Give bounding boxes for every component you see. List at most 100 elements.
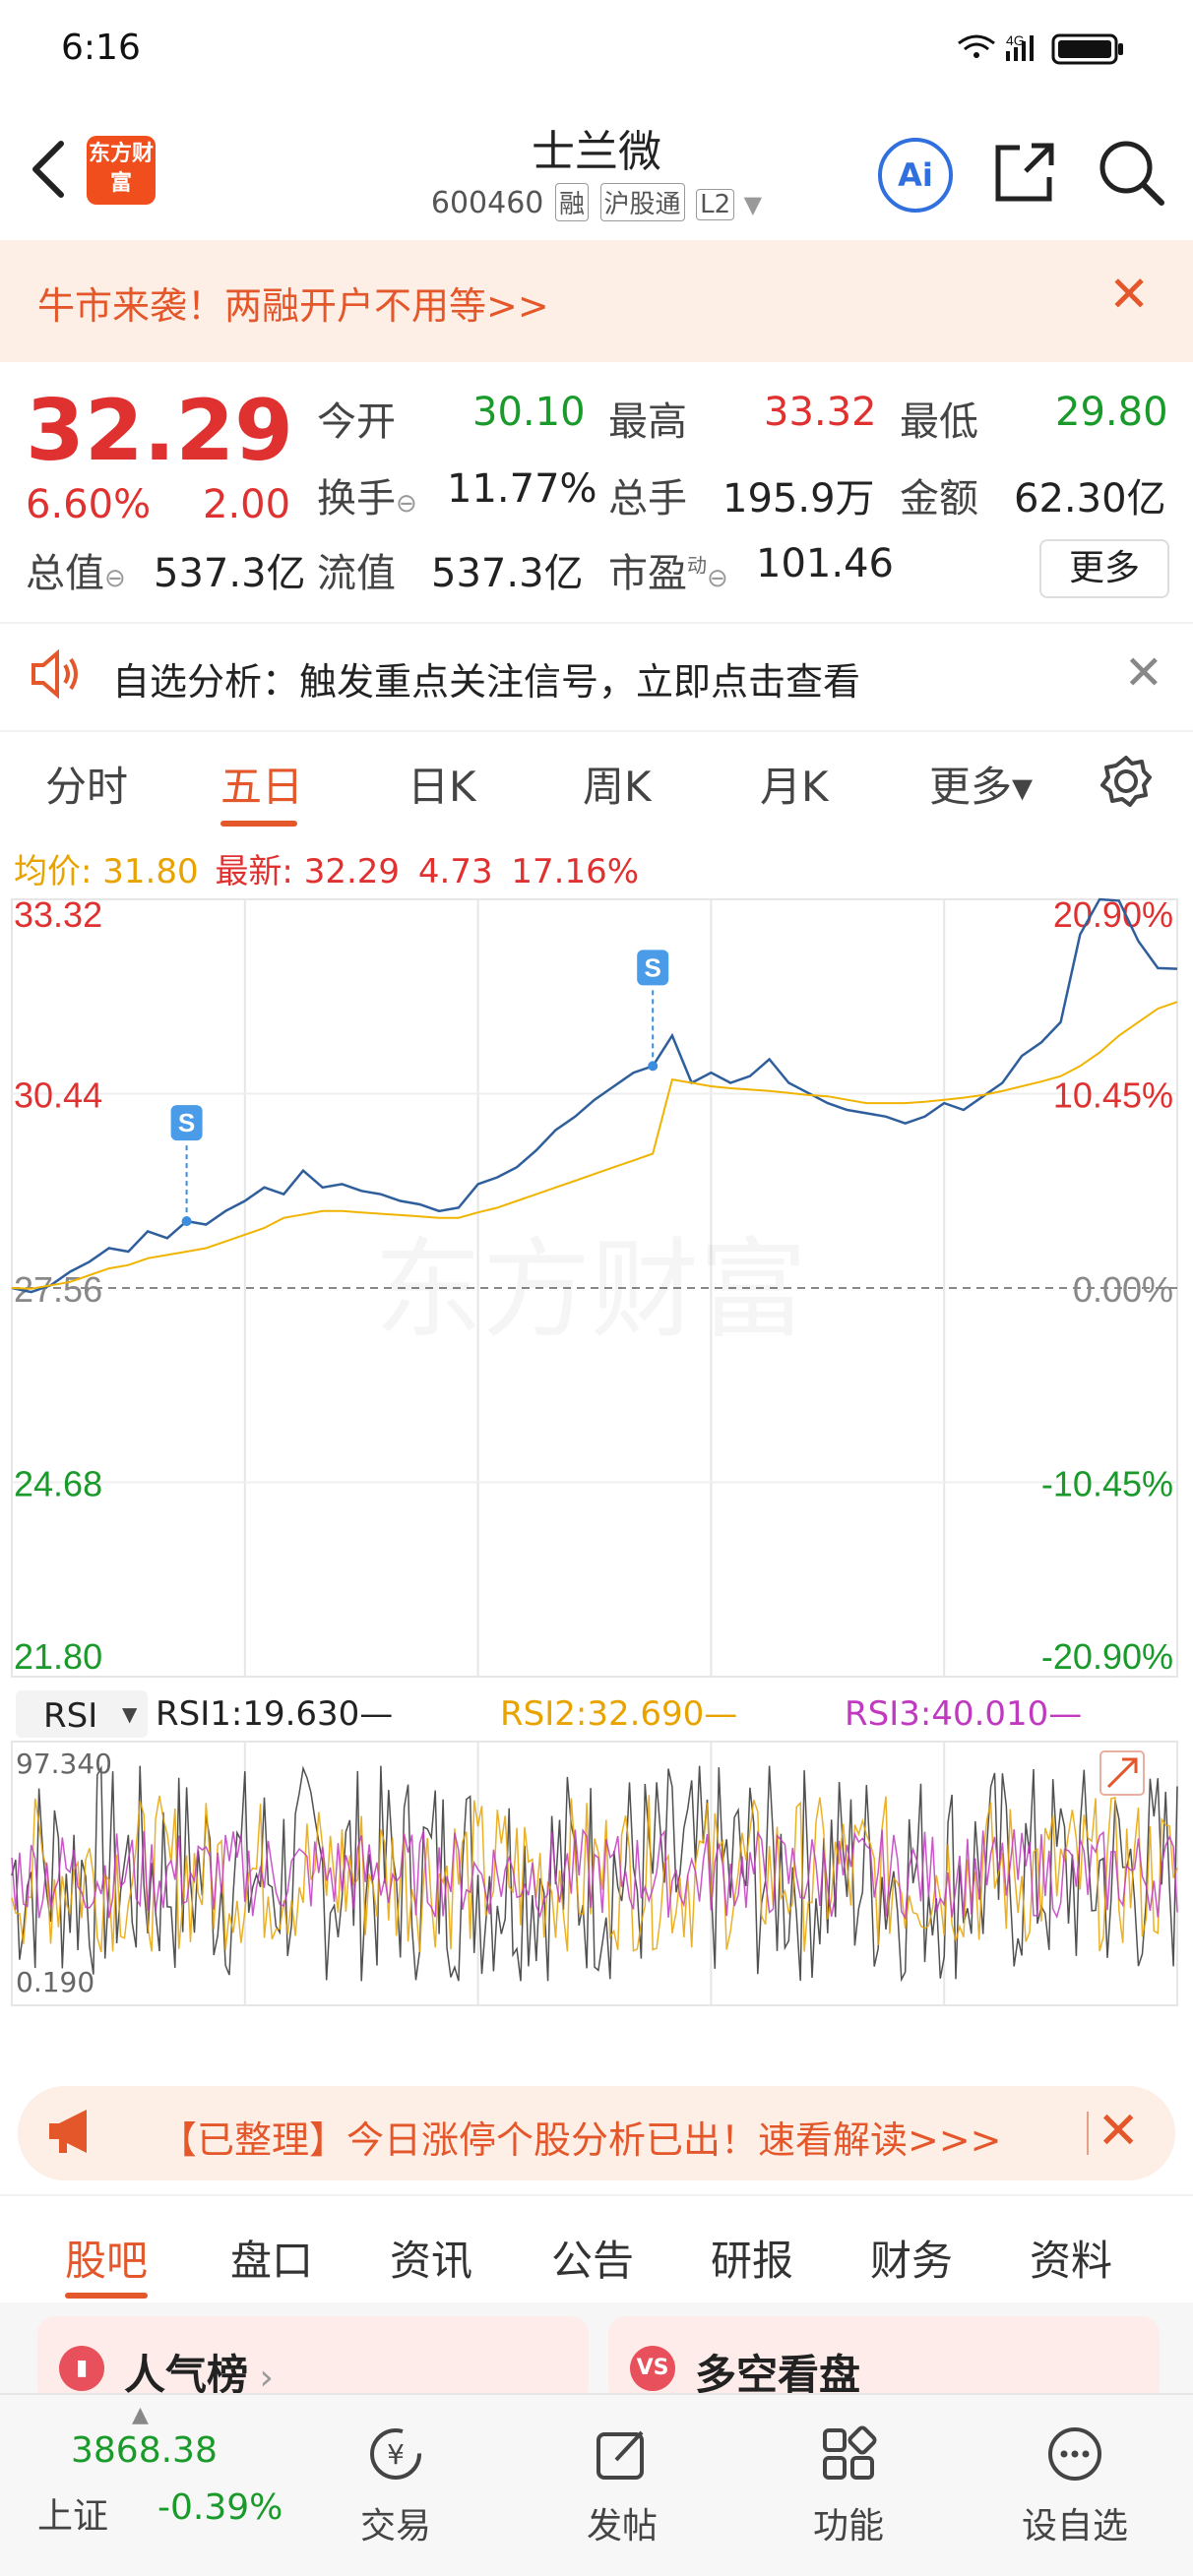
more-quote-button[interactable]: 更多 xyxy=(1039,539,1169,598)
search-icon[interactable] xyxy=(1097,138,1165,207)
latest-change: 4.73 xyxy=(417,852,493,891)
change-percent: 6.60% xyxy=(26,482,152,527)
latest-pct: 17.16% xyxy=(511,852,640,891)
bull-bear-card[interactable]: VS 多空看盘 xyxy=(608,2316,1160,2405)
pe-value: 101.46 xyxy=(756,541,894,586)
open-label: 今开 xyxy=(317,399,396,445)
rsi1-line xyxy=(11,1765,1178,1983)
open-value: 30.10 xyxy=(472,390,586,435)
divider xyxy=(1087,2112,1089,2155)
nav-add-watchlist[interactable]: 设自选 xyxy=(996,2424,1154,2548)
stock-code-line[interactable]: 600460 融 沪股通 L2 ▼ xyxy=(0,183,1193,221)
tab-weekly-k[interactable]: 周K xyxy=(583,763,652,811)
signal-badge xyxy=(637,950,669,986)
x-axis-label: 08/26 xyxy=(1017,2014,1105,2017)
app-logo[interactable]: 东方财富 xyxy=(87,136,156,205)
svg-text:4G: 4G xyxy=(1006,32,1025,48)
rsi-top-value: 97.340 xyxy=(16,1748,112,1780)
post-icon xyxy=(543,2424,701,2484)
price-chart-svg: 东方财富33.3230.4427.5624.6821.8020.90%10.45… xyxy=(11,894,1178,2055)
analysis-bar[interactable]: 自选分析：触发重点关注信号，立即点击查看 ✕ xyxy=(0,622,1193,732)
tab-five-day[interactable]: 五日 xyxy=(220,763,304,811)
tab-finance[interactable]: 财务 xyxy=(870,2237,954,2285)
stock-name: 士兰微 xyxy=(532,127,661,177)
close-icon[interactable]: ✕ xyxy=(1108,266,1150,323)
megaphone-icon xyxy=(43,2104,98,2170)
tab-profile[interactable]: 资料 xyxy=(1030,2237,1113,2285)
y-axis-tick-right: 0.00% xyxy=(1073,1269,1173,1310)
signal-badge xyxy=(170,1105,203,1141)
tab-more[interactable]: 更多▾ xyxy=(929,763,1034,811)
svg-text:¥: ¥ xyxy=(387,2438,405,2471)
x-axis-label: 08/20 xyxy=(84,2014,172,2017)
tab-daily-k[interactable]: 日K xyxy=(408,763,476,811)
card-title: 人气榜 › xyxy=(124,2351,274,2399)
close-icon[interactable]: ✕ xyxy=(1123,645,1163,701)
turnover-label: 换手⊖ xyxy=(317,476,417,521)
gear-icon[interactable] xyxy=(1099,754,1154,813)
latest-label: 最新: xyxy=(215,852,293,891)
nav-post[interactable]: 发帖 xyxy=(543,2424,701,2548)
ai-assistant-button[interactable]: Ai xyxy=(878,138,953,213)
rsi2-line xyxy=(11,1795,1178,1952)
float-cap-value: 537.3亿 xyxy=(431,551,584,596)
market-cap-label: 总值⊖ xyxy=(26,551,126,596)
pe-label: 市盈动⊖ xyxy=(608,551,728,596)
chart-period-tabs: 分时 五日 日K 周K 月K 更多▾ xyxy=(0,730,1193,838)
five-day-chart[interactable]: 东方财富 33.32 30.44 27.56 24.68 21.80 20.90% 10.45… xyxy=(0,886,1193,2055)
tag-level2: L2 xyxy=(696,189,735,220)
signal-label: S xyxy=(645,952,661,982)
y-axis-tick-left: 30.44 xyxy=(14,1075,102,1116)
high-label: 最高 xyxy=(608,399,687,445)
chart-info-line: 均价: 31.80 最新: 32.29 4.73 17.16% xyxy=(14,844,639,892)
chevron-up-icon[interactable]: ▲ xyxy=(132,2403,149,2427)
tab-research[interactable]: 研报 xyxy=(711,2237,794,2285)
turnover-value: 11.77% xyxy=(447,466,597,512)
close-icon[interactable]: ✕ xyxy=(1097,2102,1140,2161)
y-axis-tick-right: 10.45% xyxy=(1053,1075,1173,1116)
bottom-nav: ▲ 3868.38 上证 -0.39% ¥ 交易 发帖 功能 设自选 xyxy=(0,2393,1193,2576)
current-price: 32.29 xyxy=(26,382,294,480)
status-time: 6:16 xyxy=(61,28,141,68)
podium-icon: ▮ xyxy=(59,2346,104,2391)
low-label: 最低 xyxy=(900,399,978,445)
rsi2-label: RSI2:32.690— xyxy=(500,1694,738,1734)
tag-connect: 沪股通 xyxy=(599,183,685,221)
x-axis-label: 08/25 xyxy=(784,2014,872,2017)
rsi3-line xyxy=(11,1828,1178,1921)
x-axis-label: 08/21 xyxy=(317,2014,406,2017)
active-tab-indicator xyxy=(65,2293,148,2299)
popularity-card[interactable]: ▮ 人气榜 › xyxy=(37,2316,589,2405)
rsi-selector[interactable]: RSI ▼ xyxy=(16,1690,148,1738)
limit-up-banner[interactable]: 【已整理】今日涨停个股分析已出！速看解读>>> ✕ xyxy=(18,2086,1175,2180)
nav-functions[interactable]: 功能 xyxy=(770,2424,927,2548)
rsi1-label: RSI1:19.630— xyxy=(156,1694,394,1734)
tab-guba[interactable]: 股吧 xyxy=(65,2237,149,2285)
nav-trade[interactable]: ¥ 交易 xyxy=(317,2424,474,2548)
tab-announcements[interactable]: 公告 xyxy=(551,2237,635,2285)
signal-battery-icon: 4G xyxy=(958,32,1123,65)
tab-monthly-k[interactable]: 月K xyxy=(760,763,829,811)
y-axis-tick-right: -20.90% xyxy=(1041,1636,1173,1677)
tab-intraday[interactable]: 分时 xyxy=(45,763,129,811)
avg-value: 31.80 xyxy=(102,852,199,891)
x-axis-label: 08/22 xyxy=(550,2014,639,2017)
back-arrow-icon[interactable] xyxy=(26,138,69,210)
index-value[interactable]: 3868.38 xyxy=(71,2430,218,2471)
index-change[interactable]: -0.39% xyxy=(157,2487,283,2528)
tab-news[interactable]: 资讯 xyxy=(390,2237,473,2285)
promo-banner[interactable]: 牛市来袭！两融开户不用等>> ✕ xyxy=(0,240,1193,362)
y-axis-tick-left: 24.68 xyxy=(14,1464,102,1504)
tab-orderbook[interactable]: 盘口 xyxy=(230,2237,314,2285)
tag-margin: 融 xyxy=(554,183,589,221)
y-axis-tick-left: 21.80 xyxy=(14,1636,102,1677)
function-icon xyxy=(770,2424,927,2484)
index-name[interactable]: 上证 xyxy=(37,2496,109,2537)
status-bar: 6:16 4G xyxy=(0,0,1193,98)
y-axis-tick-right: -10.45% xyxy=(1041,1464,1173,1504)
share-icon[interactable] xyxy=(990,138,1059,207)
section-tabs: 股吧 盘口 资讯 公告 研报 财务 资料 xyxy=(0,2194,1193,2300)
price-line xyxy=(11,897,1178,1294)
speaker-icon xyxy=(28,648,83,709)
y-axis-tick-left: 33.32 xyxy=(14,894,102,935)
